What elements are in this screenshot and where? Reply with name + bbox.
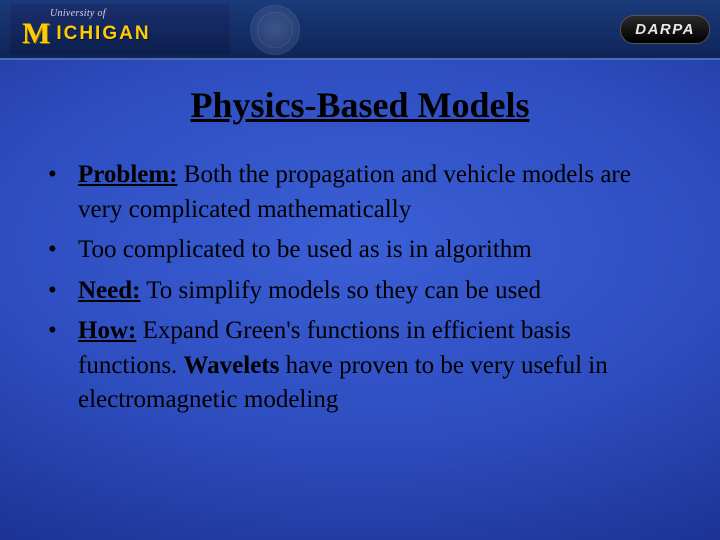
bullet-bold-word: Wavelets xyxy=(184,352,280,379)
slide-title: Physics-Based Models xyxy=(0,84,720,126)
umich-logo: University of M ICHIGAN xyxy=(10,4,230,55)
bullet-text: Need: To simplify models so they can be … xyxy=(78,274,672,309)
bullet-label: Need: xyxy=(78,277,140,304)
bullet-marker-icon: • xyxy=(48,274,78,309)
bullet-text: How: Expand Green's functions in efficie… xyxy=(78,314,672,418)
content-area: • Problem: Both the propagation and vehi… xyxy=(48,158,672,418)
bullet-marker-icon: • xyxy=(48,158,78,193)
bullet-marker-icon: • xyxy=(48,233,78,268)
bullet-body: To simplify models so they can be used xyxy=(140,277,541,304)
bullet-item: • Need: To simplify models so they can b… xyxy=(48,274,672,309)
bullet-text: Problem: Both the propagation and vehicl… xyxy=(78,158,672,227)
bullet-body: Too complicated to be used as is in algo… xyxy=(78,236,532,263)
bullet-item: • How: Expand Green's functions in effic… xyxy=(48,314,672,418)
bullet-text: Too complicated to be used as is in algo… xyxy=(78,233,672,268)
bullet-item: • Too complicated to be used as is in al… xyxy=(48,233,672,268)
bullet-label: How: xyxy=(78,317,136,344)
umich-prefix: University of xyxy=(50,8,106,19)
darpa-logo: DARPA xyxy=(620,15,710,44)
bullet-marker-icon: • xyxy=(48,314,78,349)
header-bar: University of M ICHIGAN DARPA xyxy=(0,0,720,60)
bullet-label: Problem: xyxy=(78,161,178,188)
umich-m-icon: M xyxy=(22,19,50,49)
umich-seal-icon xyxy=(250,5,300,55)
bullet-item: • Problem: Both the propagation and vehi… xyxy=(48,158,672,227)
umich-wordmark: M ICHIGAN xyxy=(22,19,151,49)
umich-name: ICHIGAN xyxy=(56,23,150,45)
slide: University of M ICHIGAN DARPA Physics-Ba… xyxy=(0,0,720,540)
